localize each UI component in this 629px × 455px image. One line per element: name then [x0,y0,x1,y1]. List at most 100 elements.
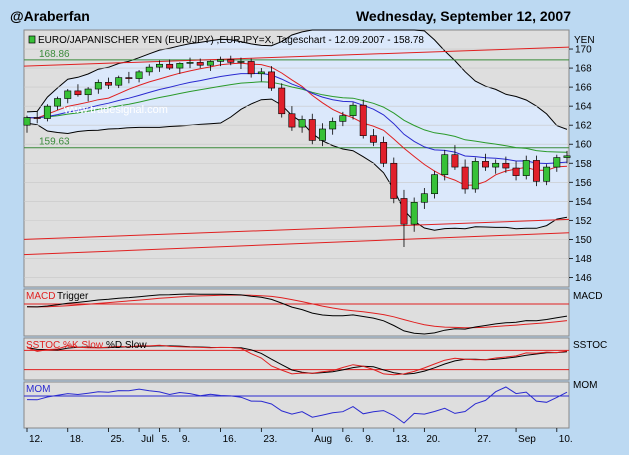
candle-body [390,162,398,199]
candle-body [217,59,225,62]
channel-lower [23,232,570,256]
header-date: Wednesday, September 12, 2007 [355,8,571,24]
candle-body [451,154,459,168]
candle-body [522,160,530,176]
sstoc-k-label: SSTOC %K Slow [26,340,104,351]
candle-body [359,104,367,136]
level-label: 159.63 [39,137,70,148]
channel-middle [23,218,570,240]
y-tick-label: 164 [575,102,592,113]
candle-body [410,201,418,225]
macd-line [26,293,568,335]
candle-body [288,113,296,128]
candle-body [176,63,184,69]
candle-body [420,193,428,203]
mom-line [26,386,568,424]
candle-body [145,66,153,73]
bollinger-upper [26,29,568,130]
candle-body [23,117,31,126]
candle-body [319,128,326,141]
y-tick-label: 148 [575,254,592,265]
candle-body [115,77,123,86]
header-author: @Araberfan [10,8,90,24]
watermark: www.tradesignal.com [63,104,168,116]
x-tick-label: 9. [182,434,190,445]
sstoc-axis-label: SSTOC [573,340,607,351]
x-tick-label: 20. [426,434,440,445]
x-tick-label: 12. [29,434,43,445]
x-tick-label: 18. [70,434,84,445]
candle-body [532,160,540,182]
macd-trigger-line [26,294,568,329]
x-tick-label: 5. [161,434,169,445]
candle-body [257,71,265,75]
y-tick-label: 166 [575,83,592,94]
sstoc-d-label: %D Slow [106,340,147,351]
price-legend-swatch [28,35,36,44]
candle-body [308,119,316,141]
price-title: EURO/JAPANISCHER YEN (EUR/JPY) ,EURJPY=X… [38,35,424,46]
y-tick-label: 150 [575,235,592,246]
x-tick-label: 25. [111,434,125,445]
candle-body [431,174,439,195]
candle-body [492,162,500,168]
sstoc-d-line [26,345,568,375]
x-tick-label: Aug [314,434,332,445]
y-tick-label: 156 [575,178,592,189]
y-tick-label: 146 [575,273,592,284]
candle-body [298,119,306,128]
candle-body [74,90,82,96]
mom-axis-label: MOM [573,380,597,391]
y-tick-label: 162 [575,121,592,132]
candle-body [237,61,245,63]
candle-body [380,142,388,164]
mom-label: MOM [26,384,50,395]
candle-body [512,167,520,176]
ma-short-line [26,72,568,165]
channel-upper [23,46,570,67]
candle-body [247,61,255,75]
macd-axis-label: MACD [573,291,602,302]
x-tick-label: Jul [141,434,154,445]
x-tick-label: 23. [263,434,277,445]
trigger-label: Trigger [57,291,89,302]
candle-body [339,115,347,122]
candle-body [441,154,449,175]
candle-body [349,104,357,116]
x-tick-label: 27. [477,434,491,445]
sstoc-k-line [26,344,568,376]
candle-body [94,82,102,90]
candle-body [166,63,174,69]
candle-body [471,161,479,190]
candle-body [155,63,163,68]
bollinger-lower [26,98,568,231]
candle-body [105,82,112,86]
macd-pane [23,288,570,337]
candle-body [369,135,377,143]
x-tick-label: 10. [559,434,573,445]
candle-body [135,71,143,79]
candle-body [400,198,408,225]
candle-body [278,87,286,115]
x-tick-label: 16. [223,434,237,445]
x-tick-label: 6. [345,434,353,445]
candle-body [64,90,72,99]
candle-body [461,166,469,190]
candle-body [482,161,489,168]
y-tick-label: 158 [575,159,592,170]
candle-body [268,71,275,89]
y-tick-label: 160 [575,140,592,151]
candle-body [54,98,62,107]
candle-body [125,77,133,79]
y-tick-label: 154 [575,197,592,208]
candle-body [186,62,194,64]
mom-pane [23,381,570,429]
y-tick-label: 168 [575,64,592,75]
candle-body [206,61,214,66]
candle-body [553,157,561,168]
y-tick-label: 152 [575,216,592,227]
candle-body [43,105,51,119]
x-tick-label: 13. [396,434,410,445]
x-tick-label: Sep [518,434,536,445]
